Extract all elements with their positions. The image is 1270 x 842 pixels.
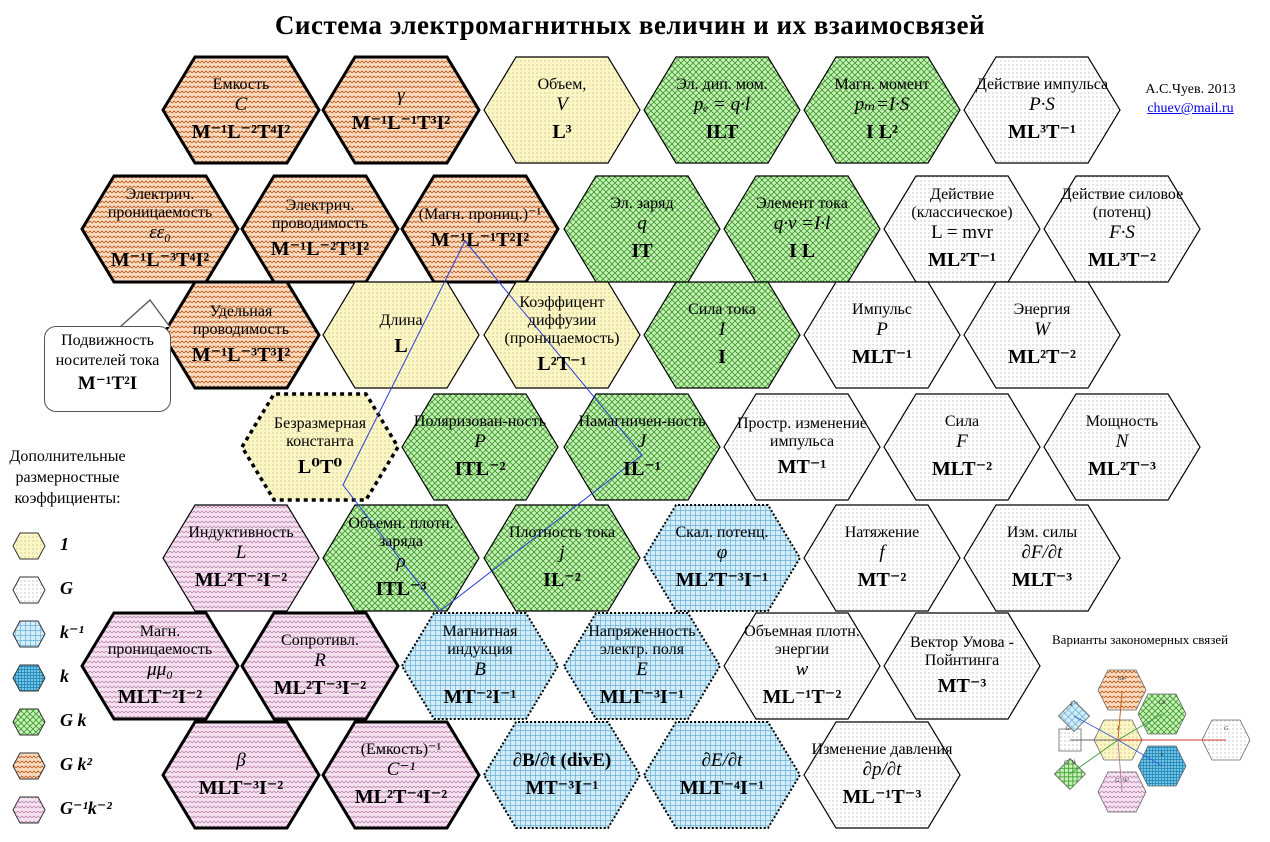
- legend-swatch: [12, 796, 46, 824]
- variant-label: G⁻¹k: [1064, 760, 1076, 766]
- hex-cell: [963, 504, 1121, 612]
- author-email-link[interactable]: chuev@mail.ru: [1147, 101, 1234, 116]
- variants-title: Варианты закономерных связей: [1052, 632, 1229, 647]
- variant-link: [1117, 739, 1163, 767]
- legend-label: G: [60, 578, 73, 598]
- hex-cell: [803, 721, 961, 829]
- legend-title: Дополнительные размерностные коэффициент…: [9, 448, 126, 507]
- hex-cell: [723, 393, 881, 501]
- variant-label: k: [1161, 752, 1164, 758]
- hex-cell: [80, 611, 240, 721]
- hex-cell: [239, 392, 401, 502]
- hex-cell: [563, 175, 721, 283]
- legend-label: k: [60, 666, 69, 686]
- legend-swatch: [12, 708, 46, 736]
- variant-swatch: [1097, 669, 1147, 711]
- relation-path: [342, 240, 643, 612]
- hex-cell: [642, 721, 802, 829]
- variant-label: G⁻¹k²: [1115, 778, 1129, 784]
- variant-link: [1073, 715, 1119, 741]
- hex-cell: [400, 612, 560, 720]
- hex-cell: [80, 174, 240, 284]
- hex-cell: [483, 504, 641, 612]
- legend-label: G⁻¹k⁻²: [60, 798, 112, 818]
- hex-cell: [401, 393, 559, 501]
- hex-cell: [643, 281, 801, 389]
- hex-cell: [161, 720, 321, 830]
- variant-link: [1069, 739, 1119, 775]
- hex-cell: [643, 56, 801, 164]
- legend-label: k⁻¹: [60, 622, 84, 642]
- callout-name: Подвижность носителей тока: [55, 332, 160, 369]
- author-name: А.С.Чуев. 2013: [1145, 82, 1236, 97]
- hex-cell: [642, 504, 802, 612]
- hex-cell: [963, 281, 1121, 389]
- hex-cell: [563, 393, 721, 501]
- variant-label: Gk: [1159, 700, 1166, 706]
- hex-cell: [322, 281, 480, 389]
- hex-cell: [482, 721, 642, 829]
- variant-label: G⁻¹: [1065, 726, 1075, 732]
- callout-dimension: M⁻¹T²I: [77, 373, 138, 394]
- variant-label: G: [1224, 726, 1229, 732]
- hex-cell: [161, 280, 321, 390]
- callout-pointer: [119, 299, 171, 328]
- hex-cell: [400, 174, 560, 284]
- hex-cell: [240, 611, 400, 721]
- legend-label: 1: [60, 534, 69, 554]
- mobility-callout: Подвижность носителей тока M⁻¹T²I: [44, 326, 171, 412]
- hex-cell: [883, 393, 1041, 501]
- legend-swatch: [12, 532, 46, 560]
- variant-link: [1117, 691, 1123, 741]
- hex-cell: [803, 281, 961, 389]
- hex-cell: [562, 612, 722, 720]
- legend-swatch: [12, 620, 46, 648]
- hex-cell: [321, 55, 481, 165]
- hex-cell: [240, 174, 400, 284]
- hex-cell: [803, 504, 961, 612]
- hex-cell: [723, 612, 881, 720]
- hex-cell: [723, 175, 881, 283]
- legend-swatch: [12, 576, 46, 604]
- hex-cell: [803, 56, 961, 164]
- variant-link: [1117, 713, 1163, 741]
- page-title: Система электромагнитных величин и их вз…: [274, 10, 986, 40]
- hex-cell: [483, 56, 641, 164]
- hex-cell: [162, 504, 320, 612]
- hex-cell: [322, 504, 480, 612]
- variant-link: [1117, 739, 1123, 793]
- hex-cell: [963, 56, 1121, 164]
- hex-cell: [1043, 393, 1201, 501]
- hex-cell: [883, 612, 1041, 720]
- hex-cell: [161, 55, 321, 165]
- variant-label: k⁻¹: [1070, 702, 1078, 708]
- variant-label: Gk²: [1118, 676, 1127, 682]
- hex-cell: [321, 720, 481, 830]
- legend-label: G k: [60, 710, 87, 730]
- hex-cell: [883, 175, 1041, 283]
- variant-label: 1: [1117, 726, 1120, 732]
- variants-diagram: Gk² Gk k G⁻¹ 1 G G⁻¹k k⁻¹ G⁻¹k²: [1053, 669, 1251, 813]
- legend-swatch: [12, 752, 46, 780]
- hex-cell: [483, 281, 641, 389]
- author-block: А.С.Чуев. 2013 chuev@mail.ru: [1118, 80, 1263, 118]
- hex-cell: [1043, 175, 1201, 283]
- legend-label: G k²: [60, 754, 92, 774]
- legend-swatch: [12, 664, 46, 692]
